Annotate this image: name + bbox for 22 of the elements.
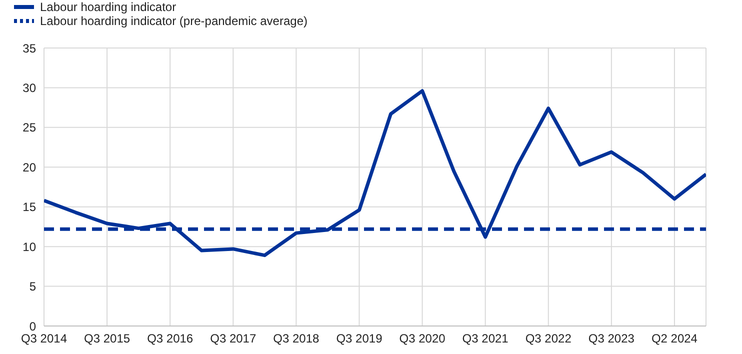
y-tick-label: 15 xyxy=(22,200,36,214)
y-tick-label: 25 xyxy=(22,120,36,135)
x-tick-label: Q3 2023 xyxy=(588,332,635,346)
y-tick-label: 5 xyxy=(29,280,36,294)
y-tick-label: 20 xyxy=(22,160,36,174)
x-tick-label: Q3 2021 xyxy=(462,332,509,346)
legend-label: Labour hoarding indicator xyxy=(40,0,176,14)
y-tick-label: 30 xyxy=(22,80,36,95)
line-series xyxy=(44,89,706,258)
x-tick-label: Q3 2017 xyxy=(210,332,256,346)
x-tick-label: Q3 2022 xyxy=(525,332,572,346)
x-tick-label: Q2 2024 xyxy=(651,332,698,346)
x-tick-label: Q3 2020 xyxy=(399,332,446,346)
legend-label: Labour hoarding indicator (pre-pandemic average) xyxy=(40,14,308,28)
x-tick-label: Q3 2018 xyxy=(273,332,320,346)
x-tick-label: Q3 2014 xyxy=(20,332,68,346)
x-tick-label: Q3 2015 xyxy=(84,332,130,346)
y-tick-label: 35 xyxy=(22,41,36,56)
x-tick-label: Q3 2016 xyxy=(147,332,194,346)
y-tick-label: 10 xyxy=(22,240,36,254)
y-tick-label: 0 xyxy=(29,319,36,334)
x-tick-label: Q3 2019 xyxy=(336,332,383,346)
